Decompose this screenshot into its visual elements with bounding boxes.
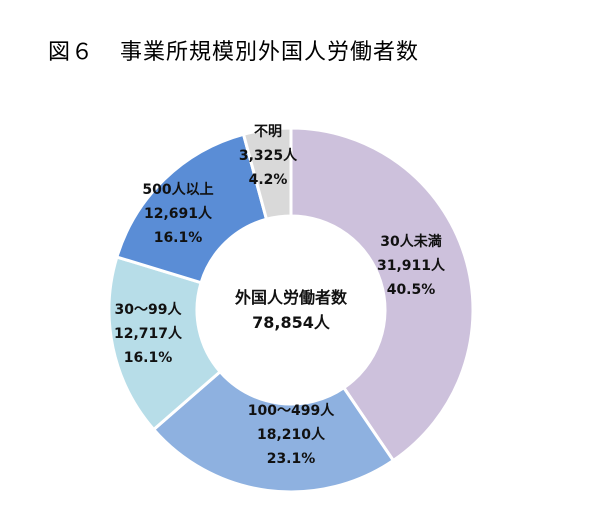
figure-title-text: 事業所規模別外国人労働者数 [120, 40, 420, 65]
center-total: 外国人労働者数 78,854人 [234, 288, 348, 332]
slice-percent: 16.1% [124, 350, 173, 366]
center-total-label: 外国人労働者数 [234, 288, 348, 307]
slice-category: 不明 [254, 124, 282, 140]
donut-slices [107, 126, 475, 494]
figure-number: 図６ [48, 40, 95, 65]
donut-slice-3 [115, 132, 269, 285]
center-total-value: 78,854人 [252, 313, 331, 332]
slice-percent: 23.1% [267, 451, 316, 467]
slice-category: 30～99人 [115, 301, 183, 318]
slice-category: 500人以上 [142, 181, 213, 198]
figure-title: 図６ 事業所規模別外国人労働者数 [48, 34, 419, 66]
slice-category: 30人未満 [380, 233, 441, 250]
slice-label-3: 500人以上 12,691人 16.1% [142, 181, 213, 246]
slice-label-0: 30人未満 31,911人 40.5% [377, 233, 446, 298]
slice-label-2: 30～99人 12,717人 16.1% [114, 301, 183, 366]
slice-percent: 40.5% [387, 282, 436, 298]
donut-slice-0 [289, 126, 475, 463]
slice-label-1: 100～499人 18,210人 23.1% [248, 402, 335, 467]
slice-label-4: 不明 3,325人 4.2% [239, 124, 298, 188]
slice-count: 12,717人 [114, 325, 183, 342]
donut-slice-2 [107, 255, 223, 432]
slice-count: 3,325人 [239, 147, 298, 164]
donut-slice-4 [241, 126, 293, 222]
donut-slice-1 [151, 369, 396, 494]
slice-percent: 4.2% [249, 172, 288, 188]
slice-count: 12,691人 [144, 205, 213, 222]
slice-percent: 16.1% [154, 230, 203, 246]
slice-count: 31,911人 [377, 257, 446, 274]
slice-labels: 30人未満 31,911人 40.5% 100～499人 18,210人 23.1% 30～… [114, 124, 446, 467]
slice-count: 18,210人 [257, 426, 326, 443]
slice-category: 100～499人 [248, 402, 335, 419]
